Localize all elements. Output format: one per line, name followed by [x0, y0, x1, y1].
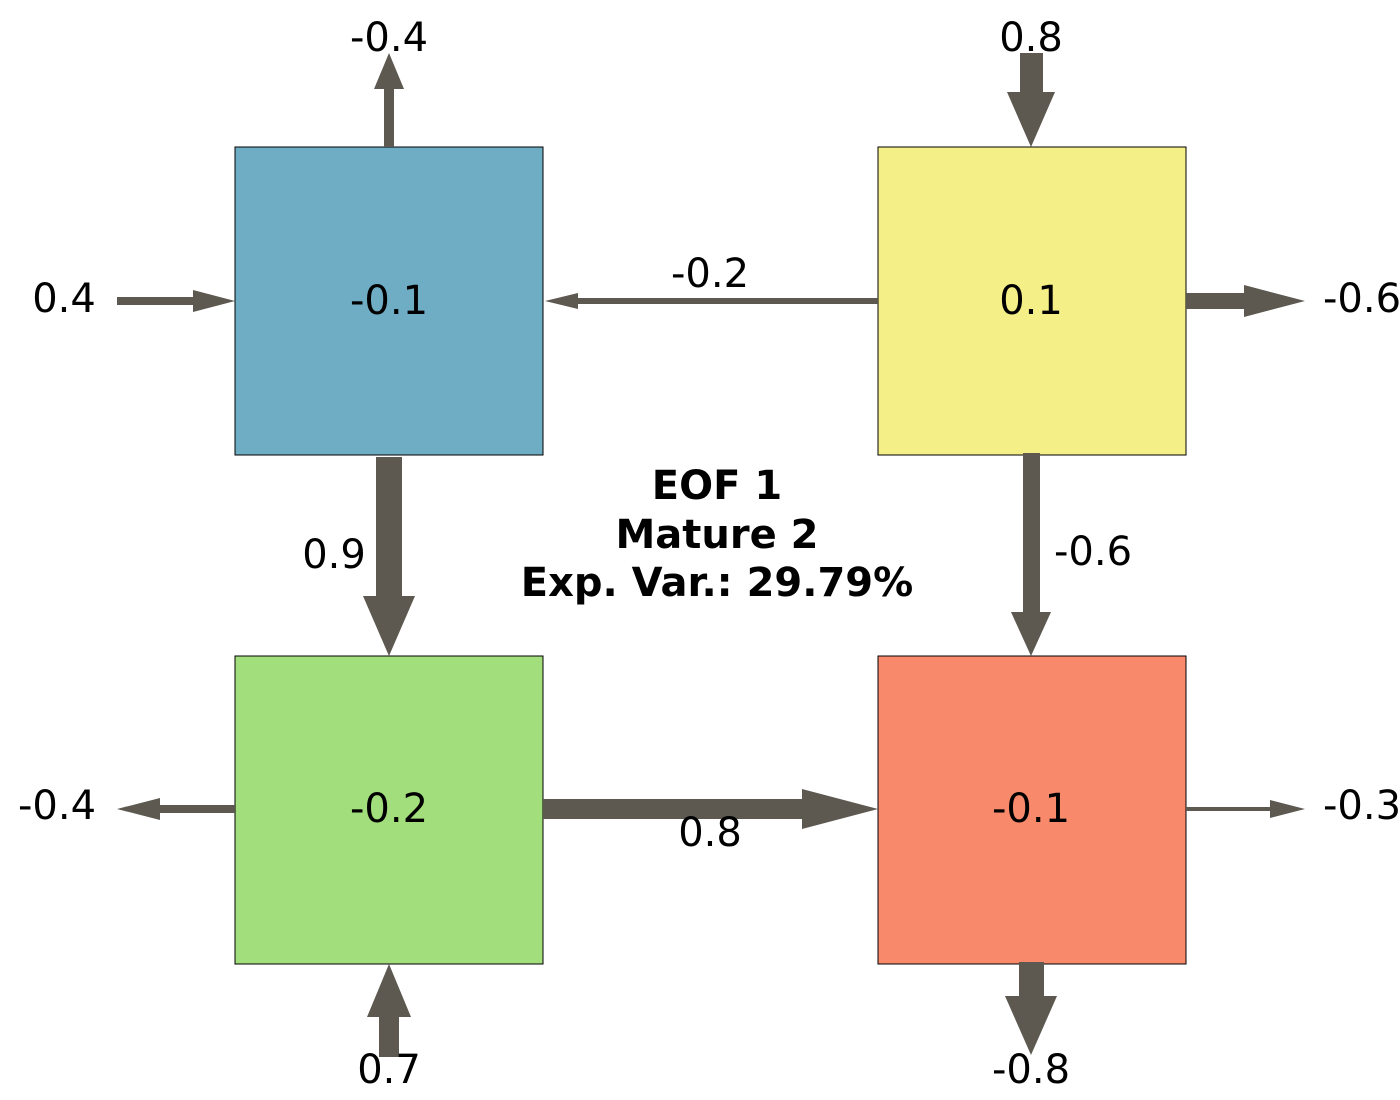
arrow-bottom-right-out-right [1186, 800, 1305, 818]
flow-label-bottom-right-out-right: -0.3 [1323, 783, 1400, 829]
flow-label-top-right-to-top-left: -0.2 [671, 251, 749, 297]
flow-label-left-in-top-left: 0.4 [32, 276, 96, 322]
flow-label-bottom-right-out-bottom: -0.8 [992, 1047, 1070, 1093]
arrow-top-right-to-top-left [545, 293, 878, 309]
box-top-right-value: 0.1 [999, 278, 1063, 324]
box-top-left-value: -0.1 [350, 278, 428, 324]
diagram-title-line1: EOF 1 [652, 463, 782, 509]
arrow-bottom-right-out-bottom [1005, 962, 1057, 1055]
arrow-bottom-left-to-bottom-right [543, 789, 878, 829]
arrow-left-in-top-left [117, 290, 235, 312]
arrow-bottom-left-in-bottom [367, 964, 411, 1057]
arrow-bottom-left-out-left [117, 798, 235, 820]
arrow-top-left-to-bottom-left [363, 457, 415, 656]
arrow-top-right-to-bottom-right [1011, 453, 1051, 656]
flow-label-bottom-left-to-bottom-right: 0.8 [678, 810, 742, 856]
diagram-title-line3: Exp. Var.: 29.79% [521, 560, 913, 606]
box-top-left [234, 146, 544, 456]
diagram-title-line2: Mature 2 [615, 512, 818, 558]
flow-label-top-left-out-top: -0.4 [350, 15, 428, 61]
arrow-top-right-in-top [1007, 53, 1055, 147]
flow-label-bottom-left-out-left: -0.4 [18, 783, 96, 829]
box-bottom-right [877, 655, 1187, 965]
flow-label-bottom-left-in-bottom: 0.7 [357, 1047, 421, 1093]
flow-label-top-right-out-right: -0.6 [1323, 276, 1400, 322]
flow-label-top-left-to-bottom-left: 0.9 [302, 532, 366, 578]
flow-label-top-right-in-top: 0.8 [999, 15, 1063, 61]
box-bottom-left-value: -0.2 [350, 786, 428, 832]
box-bottom-right-value: -0.1 [992, 786, 1070, 832]
arrow-top-right-out-right [1186, 285, 1305, 317]
flow-label-top-right-to-bottom-right: -0.6 [1054, 529, 1132, 575]
arrow-top-left-out-top [374, 53, 404, 147]
box-top-right [877, 146, 1187, 456]
